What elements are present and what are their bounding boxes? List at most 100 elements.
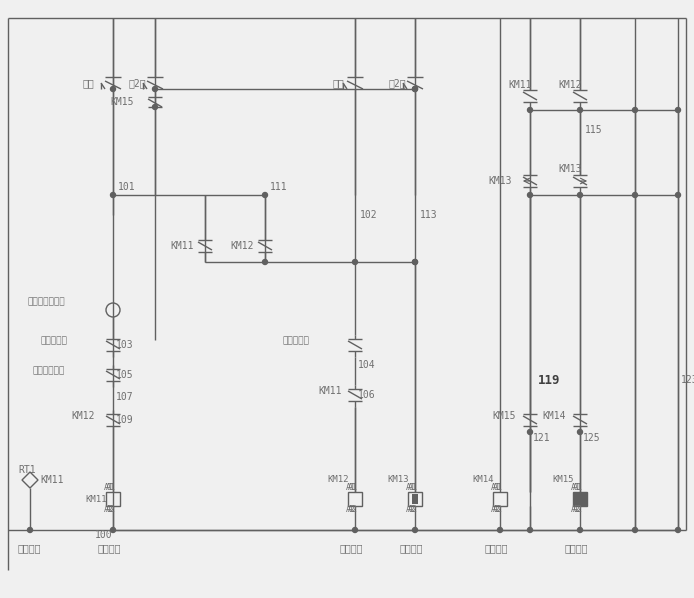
Text: KM15: KM15	[552, 475, 573, 484]
Circle shape	[412, 260, 418, 264]
Bar	[408, 492, 422, 506]
Text: KM11: KM11	[85, 495, 106, 504]
Text: KM12: KM12	[71, 411, 94, 421]
Circle shape	[527, 193, 532, 197]
Text: 105: 105	[116, 370, 134, 380]
Text: 109: 109	[116, 415, 134, 425]
Circle shape	[632, 193, 638, 197]
Circle shape	[675, 108, 681, 112]
Text: 上2速: 上2速	[129, 78, 146, 88]
Circle shape	[675, 527, 681, 532]
Text: 103: 103	[116, 340, 134, 350]
Text: A1: A1	[106, 484, 116, 493]
Text: KM12: KM12	[558, 80, 582, 90]
Bar	[573, 492, 587, 506]
Text: A1: A1	[408, 484, 418, 493]
Text: A2: A2	[491, 505, 501, 514]
Text: 主钩上升: 主钩上升	[98, 543, 121, 553]
Text: 上升: 上升	[83, 78, 95, 88]
Circle shape	[110, 527, 115, 532]
Circle shape	[412, 87, 418, 91]
Text: 主钩慢速: 主钩慢速	[485, 543, 509, 553]
Text: A2: A2	[106, 505, 116, 514]
Text: 123: 123	[681, 375, 694, 385]
Text: KM13: KM13	[558, 164, 582, 174]
Circle shape	[577, 108, 582, 112]
Circle shape	[527, 108, 532, 112]
Bar	[348, 492, 362, 506]
Circle shape	[577, 193, 582, 197]
Text: 104: 104	[358, 360, 375, 370]
Text: 101: 101	[118, 182, 135, 192]
Text: 102: 102	[360, 210, 378, 220]
Text: A1: A1	[346, 484, 356, 493]
Text: 113: 113	[420, 210, 438, 220]
Circle shape	[577, 527, 582, 532]
Text: 主钩下降: 主钩下降	[340, 543, 364, 553]
Text: A2: A2	[493, 505, 503, 514]
Text: 100: 100	[95, 530, 112, 540]
Circle shape	[412, 87, 418, 91]
Circle shape	[28, 527, 33, 532]
Text: A1: A1	[573, 484, 583, 493]
Text: 下降: 下降	[333, 78, 345, 88]
Bar	[412, 494, 418, 504]
Text: 111: 111	[270, 182, 287, 192]
Circle shape	[498, 527, 502, 532]
Text: KM11: KM11	[318, 386, 341, 396]
Text: 下2速: 下2速	[389, 78, 407, 88]
Circle shape	[577, 429, 582, 435]
Text: KM12: KM12	[327, 475, 348, 484]
Text: 主钩提前限制器: 主钩提前限制器	[28, 297, 66, 307]
Circle shape	[110, 193, 115, 197]
Text: KM11: KM11	[508, 80, 532, 90]
Text: 热敏开关: 热敏开关	[18, 543, 42, 553]
Text: 快速中继: 快速中继	[400, 543, 423, 553]
Text: KM14: KM14	[472, 475, 493, 484]
Text: KM14: KM14	[542, 411, 566, 421]
Circle shape	[153, 87, 158, 91]
Text: A1: A1	[406, 484, 416, 493]
Text: KM15: KM15	[492, 411, 516, 421]
Text: A1: A1	[348, 484, 358, 493]
Text: A1: A1	[571, 484, 581, 493]
Circle shape	[353, 527, 357, 532]
Text: 121: 121	[533, 433, 550, 443]
Text: 主钩重锤限位: 主钩重锤限位	[33, 367, 65, 376]
Circle shape	[527, 527, 532, 532]
Text: KM12: KM12	[230, 241, 253, 251]
Text: A1: A1	[491, 484, 501, 493]
Circle shape	[153, 105, 158, 109]
Text: 主钩下限位: 主钩下限位	[283, 337, 310, 346]
Text: RT1: RT1	[18, 465, 35, 475]
Circle shape	[527, 429, 532, 435]
Text: KM15: KM15	[110, 97, 133, 107]
Text: KM11: KM11	[40, 475, 63, 485]
Circle shape	[262, 193, 267, 197]
Circle shape	[675, 193, 681, 197]
Text: 125: 125	[583, 433, 600, 443]
Circle shape	[412, 527, 418, 532]
Text: A2: A2	[573, 505, 583, 514]
Circle shape	[262, 260, 267, 264]
Text: A2: A2	[406, 505, 416, 514]
Text: KM13: KM13	[387, 475, 409, 484]
Text: 106: 106	[358, 390, 375, 400]
Text: A2: A2	[346, 505, 356, 514]
Circle shape	[353, 260, 357, 264]
Text: 107: 107	[116, 392, 134, 402]
Text: A2: A2	[348, 505, 358, 514]
Text: A1: A1	[104, 484, 114, 493]
Text: A1: A1	[493, 484, 503, 493]
Circle shape	[632, 108, 638, 112]
Text: 主钩上限位: 主钩上限位	[41, 337, 68, 346]
Circle shape	[412, 260, 418, 264]
Bar	[493, 492, 507, 506]
Text: A2: A2	[104, 505, 114, 514]
Text: 主钩快速: 主钩快速	[565, 543, 589, 553]
Circle shape	[110, 87, 115, 91]
Text: KM11: KM11	[170, 241, 194, 251]
Text: 115: 115	[585, 125, 602, 135]
Text: KM13: KM13	[488, 176, 511, 186]
Text: A2: A2	[571, 505, 581, 514]
